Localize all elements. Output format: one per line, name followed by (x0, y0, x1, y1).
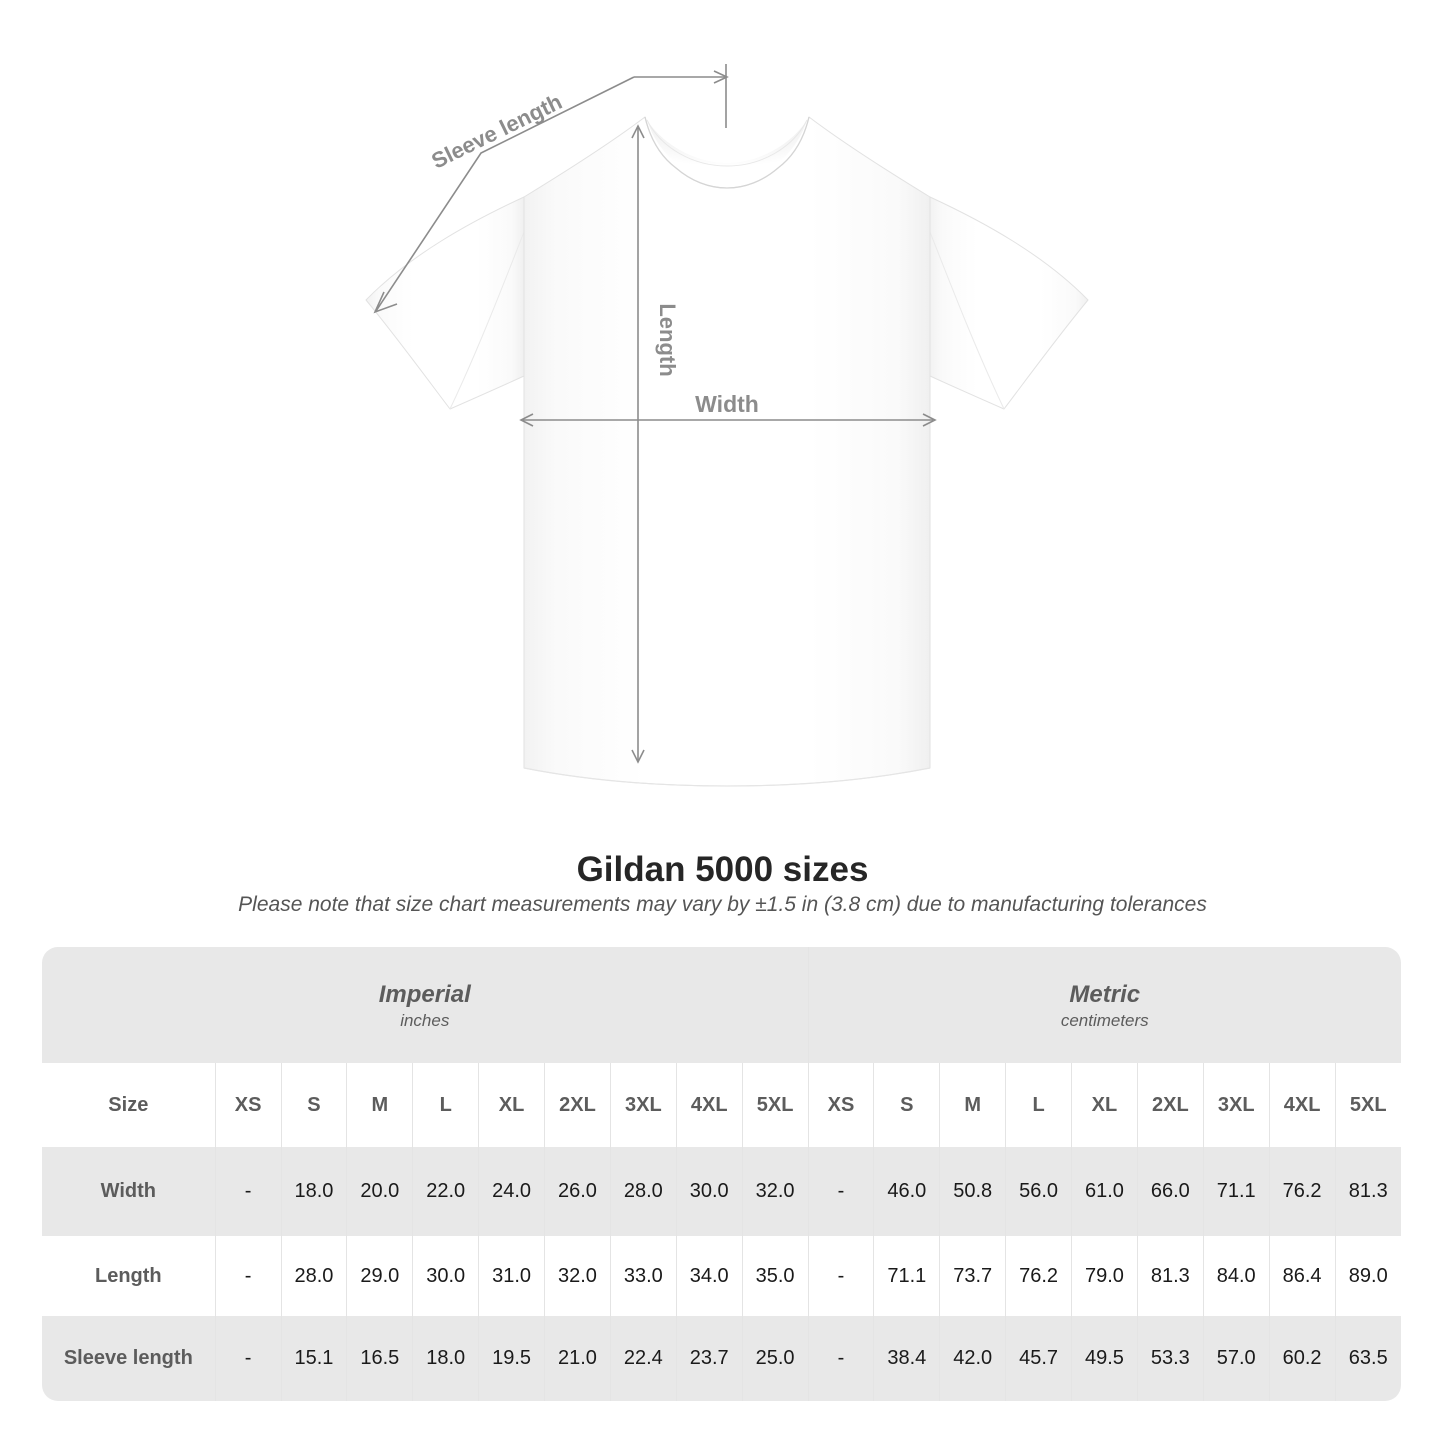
svg-text:Width: Width (695, 391, 759, 417)
svg-text:Sleeve length: Sleeve length (427, 89, 565, 174)
svg-text:Length: Length (655, 303, 680, 376)
